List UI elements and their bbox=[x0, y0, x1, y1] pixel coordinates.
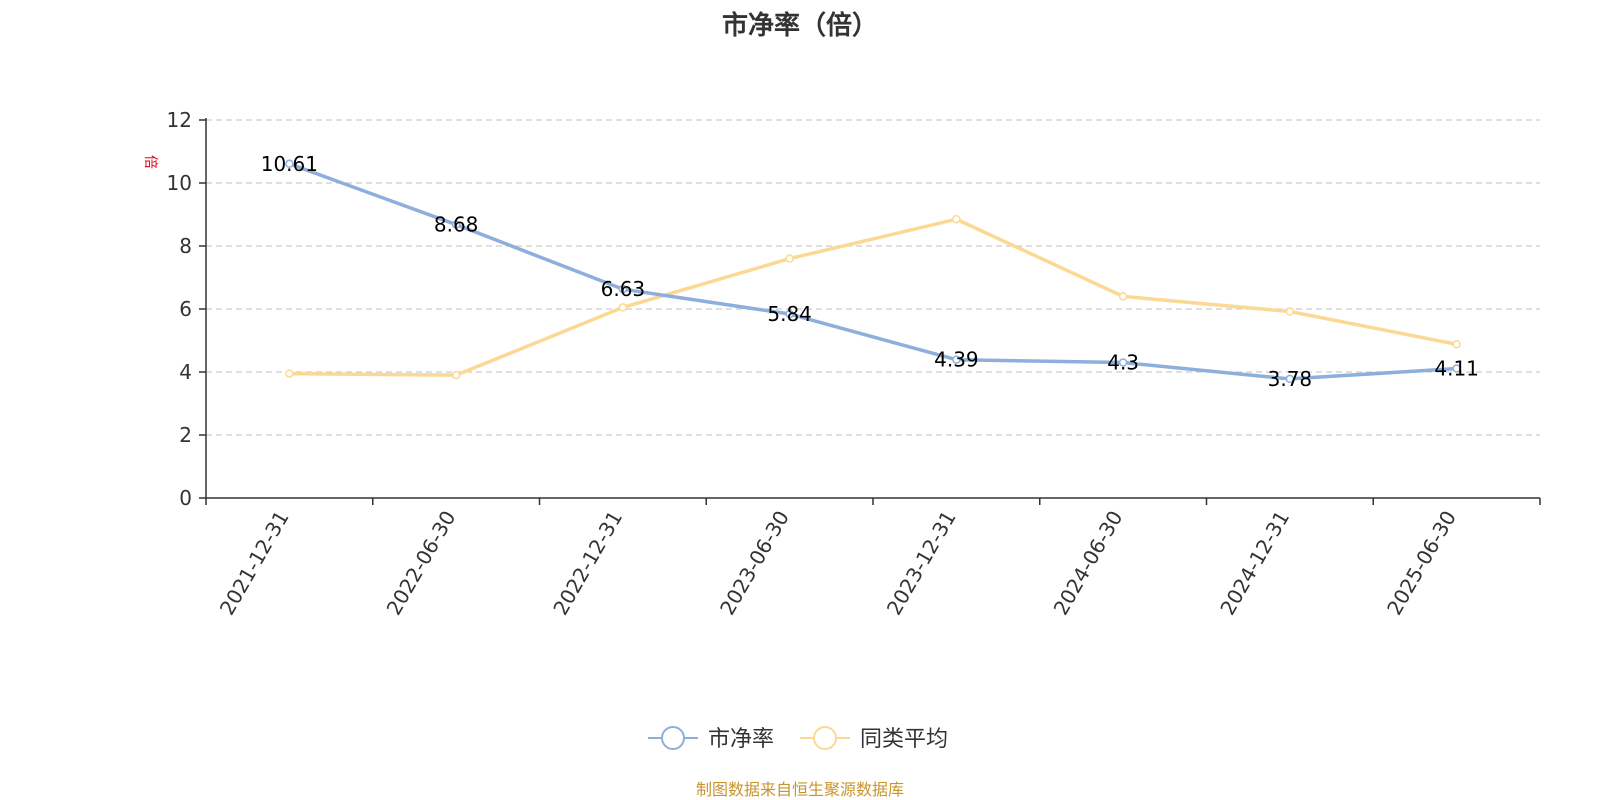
data-point bbox=[952, 355, 961, 364]
data-label: 6.63 bbox=[601, 277, 646, 301]
data-point bbox=[285, 369, 294, 378]
x-tick-label: 2021-12-31 bbox=[215, 507, 294, 620]
data-point bbox=[1118, 358, 1128, 367]
data-point bbox=[952, 214, 961, 224]
x-tick-labels: 2021-12-31 2022-06-30 2022-12-31 2023-06-30… bbox=[215, 507, 1461, 620]
x-tick-label: 2023-12-31 bbox=[882, 507, 961, 620]
data-label: 8.68 bbox=[434, 213, 479, 237]
data-point bbox=[1285, 307, 1295, 316]
legend-marker bbox=[813, 726, 837, 750]
data-label: 4.39 bbox=[934, 348, 979, 372]
chart-title: 市净率（倍） bbox=[722, 10, 878, 41]
data-point bbox=[1118, 292, 1128, 301]
x-tick-label: 2022-12-31 bbox=[548, 507, 627, 620]
x-tick-label: 2024-12-31 bbox=[1215, 507, 1294, 620]
data-point bbox=[451, 370, 461, 380]
series-peer-average bbox=[285, 214, 1461, 380]
legend-item: 市净率 bbox=[648, 726, 774, 752]
data-label: 3.78 bbox=[1268, 367, 1313, 391]
y-tick-label: 4 bbox=[179, 360, 192, 384]
data-point bbox=[451, 220, 461, 229]
x-tick-label: 2024-06-30 bbox=[1049, 507, 1128, 620]
y-axis-unit-label: 倍 bbox=[142, 155, 158, 169]
source-note: 制图数据来自恒生聚源数据库 bbox=[696, 780, 904, 799]
x-tick-label: 2025-06-30 bbox=[1382, 507, 1461, 620]
y-tick-label: 6 bbox=[179, 297, 192, 321]
axes bbox=[199, 118, 1541, 505]
x-tick-label: 2023-06-30 bbox=[715, 507, 794, 620]
data-label: 4.3 bbox=[1107, 351, 1139, 375]
data-point bbox=[618, 303, 628, 312]
series-group: 10.61 8.68 6.63 5.84 4.39 4.3 3.78 4.11 bbox=[261, 152, 1479, 391]
data-point bbox=[285, 159, 294, 169]
y-tick-label: 12 bbox=[167, 108, 192, 132]
y-tick-label: 0 bbox=[179, 486, 192, 510]
data-label: 4.11 bbox=[1434, 357, 1479, 381]
y-tick-label: 8 bbox=[179, 234, 192, 258]
data-point bbox=[618, 284, 628, 294]
legend-label: 同类平均 bbox=[860, 727, 948, 752]
data-label: 5.84 bbox=[767, 302, 812, 326]
x-tick-label: 2022-06-30 bbox=[382, 507, 461, 620]
series-line bbox=[289, 217, 1457, 377]
data-point bbox=[1285, 374, 1295, 384]
grid-lines bbox=[206, 119, 1540, 436]
legend-label: 市净率 bbox=[708, 727, 774, 752]
data-point bbox=[1452, 340, 1461, 349]
data-labels: 10.61 8.68 6.63 5.84 4.39 4.3 3.78 4.11 bbox=[261, 152, 1479, 391]
data-point bbox=[1452, 364, 1461, 373]
y-tick-label: 10 bbox=[167, 171, 192, 195]
data-point bbox=[785, 254, 794, 263]
data-label: 10.61 bbox=[261, 152, 318, 176]
legend-item: 同类平均 bbox=[800, 726, 948, 752]
legend-marker bbox=[661, 726, 685, 750]
data-point bbox=[785, 309, 794, 319]
series-pb-ratio bbox=[285, 159, 1461, 384]
legend: 市净率 同类平均 bbox=[648, 726, 948, 752]
series-line bbox=[288, 162, 1457, 381]
y-tick-labels: 0 2 4 6 8 10 12 bbox=[167, 108, 192, 510]
y-tick-label: 2 bbox=[179, 423, 192, 447]
